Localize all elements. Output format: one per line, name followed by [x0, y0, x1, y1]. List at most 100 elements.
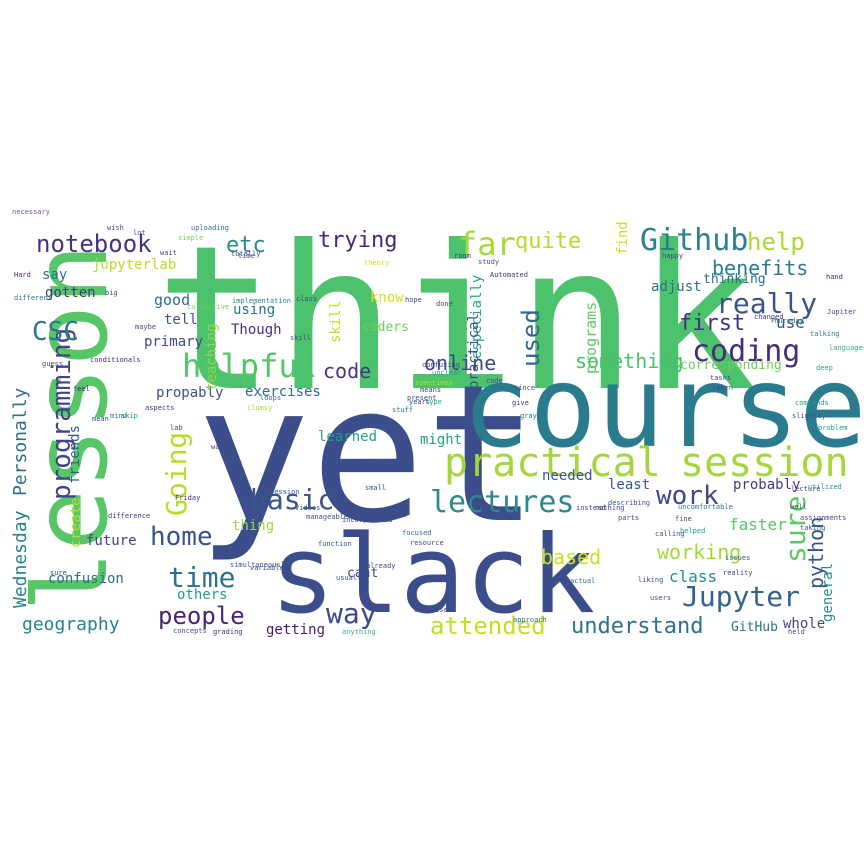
cloud-word: talking — [810, 330, 840, 338]
cloud-word: general — [820, 563, 836, 622]
cloud-word: parts — [618, 514, 639, 522]
cloud-word: sometimes — [415, 379, 453, 387]
cloud-word: since — [514, 384, 535, 392]
cloud-word: adjust — [651, 279, 702, 295]
cloud-word: Personally — [10, 387, 31, 496]
cloud-word: far — [458, 225, 516, 263]
cloud-word: slack — [270, 513, 595, 638]
cloud-word: type — [425, 398, 442, 406]
cloud-word: really — [716, 287, 817, 320]
cloud-word: programming — [47, 328, 77, 500]
cloud-word: gotten — [45, 285, 96, 301]
cloud-word: teaching — [204, 324, 220, 391]
cloud-word: least — [608, 477, 650, 493]
cloud-word: variables — [250, 564, 288, 572]
cloud-word: create — [68, 497, 84, 548]
cloud-word: primary — [144, 334, 203, 350]
cloud-word: mind — [110, 412, 127, 420]
cloud-word: Friday — [175, 494, 200, 502]
cloud-word: incorporated — [342, 516, 393, 524]
cloud-word: happy — [662, 252, 683, 260]
cloud-word: tasks — [710, 374, 731, 382]
cloud-word: way — [211, 443, 224, 451]
cloud-word: taking — [800, 524, 825, 532]
cloud-word: quite — [515, 229, 581, 254]
cloud-word: bored — [385, 511, 406, 519]
cloud-word: think — [155, 203, 757, 436]
cloud-word: skill — [328, 301, 344, 343]
cloud-word: hand — [826, 273, 843, 281]
cloud-word: probably — [733, 477, 800, 493]
cloud-word: feel — [73, 385, 90, 393]
cloud-word: work — [656, 481, 719, 511]
cloud-word: especially — [469, 275, 485, 359]
cloud-word: online — [424, 351, 496, 375]
cloud-word: basic — [250, 483, 334, 516]
cloud-word: instead — [576, 504, 606, 512]
cloud-word: commands — [795, 399, 829, 407]
cloud-word: using — [233, 302, 275, 318]
cloud-word: manageable — [306, 513, 348, 521]
cloud-word: liking — [638, 576, 663, 584]
cloud-word: etc — [226, 233, 266, 258]
cloud-word: slightly — [792, 412, 826, 420]
cloud-word: good — [154, 291, 190, 309]
cloud-word: nothing — [595, 504, 625, 512]
cloud-word: Jupiter — [827, 308, 857, 316]
cloud-word: others — [177, 587, 228, 603]
cloud-word: working — [657, 540, 741, 564]
cloud-word: needed — [542, 468, 593, 484]
cloud-word: conditionals — [90, 356, 141, 364]
cloud-word: helpful — [182, 347, 317, 385]
cloud-word: stuff — [392, 406, 413, 414]
cloud-word: approach — [513, 616, 547, 624]
cloud-word: learn — [712, 384, 733, 392]
cloud-word: different — [14, 294, 52, 302]
cloud-word: based — [541, 545, 601, 569]
cloud-word: tell — [164, 312, 198, 328]
cloud-word: exercises — [245, 384, 321, 400]
cloud-word: learned — [318, 429, 377, 445]
cloud-word: home — [150, 522, 213, 552]
cloud-word: Going — [160, 432, 193, 516]
cloud-word: lecture — [791, 485, 821, 493]
cloud-word: hope — [405, 296, 422, 304]
cloud-word: Hard — [14, 271, 31, 279]
cloud-word: people — [158, 602, 245, 630]
cloud-word: know — [370, 290, 404, 306]
cloud-word: Github — [640, 223, 748, 258]
cloud-word: big — [105, 289, 118, 297]
cloud-word: fine — [675, 515, 692, 523]
cloud-word: friends — [67, 425, 83, 484]
cloud-word: grading — [213, 628, 243, 636]
cloud-word: coding — [692, 334, 800, 369]
cloud-word: code — [323, 359, 371, 383]
cloud-word: say — [42, 267, 67, 283]
cloud-word: GitHub — [731, 620, 778, 635]
cloud-word: confusing — [422, 361, 460, 369]
cloud-word: issues — [725, 554, 750, 562]
cloud-word: propably — [156, 385, 223, 401]
cloud-word: might — [420, 432, 462, 448]
cloud-word: trying — [318, 228, 397, 253]
cloud-word: problem — [818, 424, 848, 432]
cloud-word: used — [517, 309, 545, 367]
cloud-word: room — [454, 252, 471, 260]
cloud-word: guess — [42, 360, 63, 368]
cloud-word: implementation — [232, 297, 291, 305]
cloud-word: necessary — [12, 208, 50, 216]
cloud-word: cant — [347, 566, 378, 581]
cloud-word: Thursday — [770, 317, 804, 325]
cloud-word: future — [86, 533, 137, 549]
cloud-word: unclear — [432, 369, 462, 377]
cloud-word: sure — [50, 569, 67, 577]
cloud-word: attended — [430, 612, 546, 640]
cloud-word: time — [238, 252, 255, 260]
cloud-word: thing — [232, 518, 274, 534]
cloud-word: notebook — [36, 230, 152, 258]
cloud-word: uploading — [191, 224, 229, 232]
cloud-word: lesson — [12, 244, 131, 612]
cloud-word: Though — [231, 322, 282, 338]
